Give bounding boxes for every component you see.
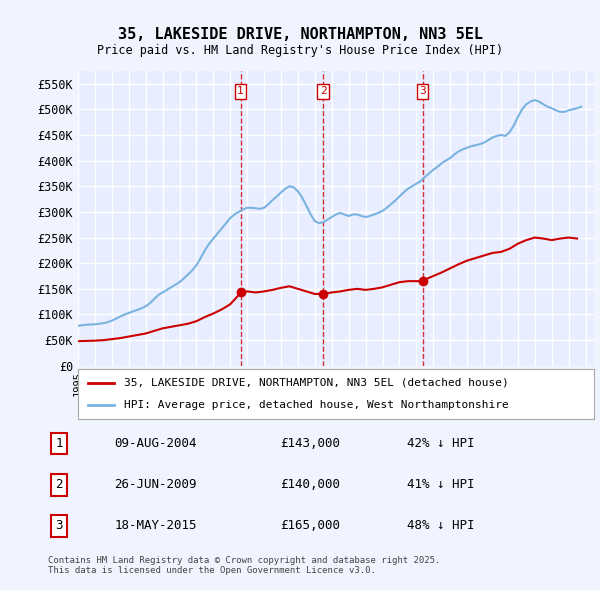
Text: HPI: Average price, detached house, West Northamptonshire: HPI: Average price, detached house, West… — [124, 400, 509, 410]
Text: 35, LAKESIDE DRIVE, NORTHAMPTON, NN3 5EL (detached house): 35, LAKESIDE DRIVE, NORTHAMPTON, NN3 5EL… — [124, 378, 509, 388]
Text: Contains HM Land Registry data © Crown copyright and database right 2025.
This d: Contains HM Land Registry data © Crown c… — [48, 556, 440, 575]
Text: 48% ↓ HPI: 48% ↓ HPI — [407, 519, 475, 532]
Text: Price paid vs. HM Land Registry's House Price Index (HPI): Price paid vs. HM Land Registry's House … — [97, 44, 503, 57]
Text: 3: 3 — [419, 87, 426, 96]
Text: £165,000: £165,000 — [280, 519, 340, 532]
Text: 26-JUN-2009: 26-JUN-2009 — [114, 478, 197, 491]
Text: 42% ↓ HPI: 42% ↓ HPI — [407, 437, 475, 450]
Text: 41% ↓ HPI: 41% ↓ HPI — [407, 478, 475, 491]
Text: 35, LAKESIDE DRIVE, NORTHAMPTON, NN3 5EL: 35, LAKESIDE DRIVE, NORTHAMPTON, NN3 5EL — [118, 27, 482, 41]
Text: £140,000: £140,000 — [280, 478, 340, 491]
Text: 18-MAY-2015: 18-MAY-2015 — [114, 519, 197, 532]
Text: 09-AUG-2004: 09-AUG-2004 — [114, 437, 197, 450]
Text: 3: 3 — [55, 519, 63, 532]
Text: 2: 2 — [320, 87, 326, 96]
Text: 1: 1 — [237, 87, 244, 96]
Text: 2: 2 — [55, 478, 63, 491]
Text: 1: 1 — [55, 437, 63, 450]
Text: £143,000: £143,000 — [280, 437, 340, 450]
